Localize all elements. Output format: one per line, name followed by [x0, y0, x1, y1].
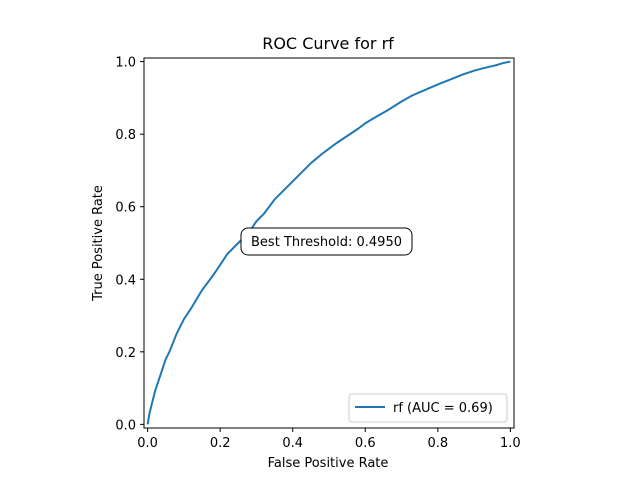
annotation-background: [240, 227, 413, 256]
curve-layer: [146, 60, 511, 425]
annotation-box: Best Threshold: 0.4950: [240, 227, 413, 256]
x-tick-label: 1.0: [500, 436, 521, 451]
y-tick-label: 0.6: [115, 201, 136, 216]
x-tick-label: 0.4: [282, 436, 303, 451]
y-tick-label: 1.0: [115, 56, 136, 71]
x-tick-label: 0.6: [355, 436, 376, 451]
x-tick-label: 0.2: [210, 436, 231, 451]
plot-frame: [143, 57, 515, 429]
legend-label: rf (AUC = 0.69): [393, 401, 493, 416]
x-tick-label: 0.0: [137, 436, 158, 451]
y-tick-label: 0.4: [115, 273, 136, 288]
tick-layer: 0.0 0.2 0.4 0.6 0.8 1.0 0.0 0.2 0.4 0.6 0.8 1.0: [115, 56, 520, 451]
x-tick-label: 0.8: [427, 436, 448, 451]
x-axis-label: False Positive Rate: [268, 456, 389, 471]
legend-frame: [348, 393, 508, 423]
series-line-0: [146, 60, 511, 425]
y-tick-label: 0.0: [115, 418, 136, 433]
chart-title: ROC Curve for rf: [262, 34, 394, 53]
annotation-text: Best Threshold: 0.4950: [251, 235, 402, 250]
legend: rf (AUC = 0.69): [348, 393, 508, 423]
y-axis-label: True Positive Rate: [91, 185, 106, 302]
y-tick-label: 0.2: [115, 346, 136, 361]
y-tick-label: 0.8: [115, 128, 136, 143]
